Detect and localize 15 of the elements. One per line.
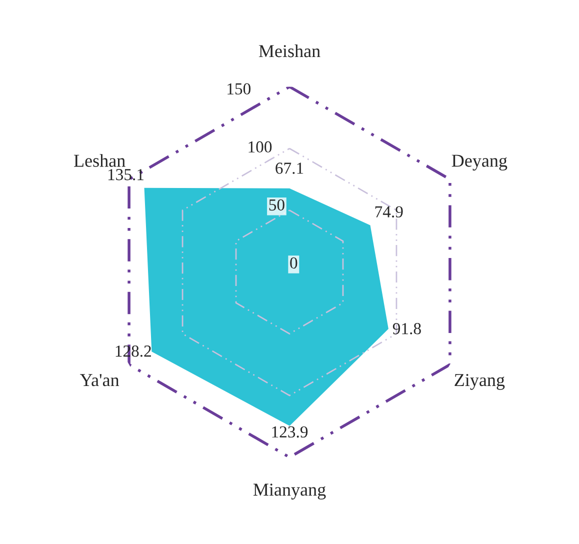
y-tick-label: 150 [228, 83, 250, 95]
data-label: 67.1 [276, 162, 304, 174]
data-label: 135.1 [108, 169, 144, 180]
y-tick-label: 50 [269, 199, 284, 211]
spoke-label: Deyang [452, 154, 508, 171]
data-label: 74.9 [375, 206, 403, 218]
spoke-label: Ya'an [80, 374, 120, 386]
y-tick-label: 100 [248, 141, 272, 153]
spoke-label: Meishan [258, 44, 320, 58]
data-label: 123.9 [272, 426, 308, 438]
spoke-label: Mianyang [253, 484, 326, 500]
spoke-label: Ziyang [454, 374, 505, 390]
y-tick-label: 0 [290, 257, 298, 269]
spoke-label: Leshan [74, 154, 126, 167]
data-label: 91.8 [392, 323, 421, 334]
